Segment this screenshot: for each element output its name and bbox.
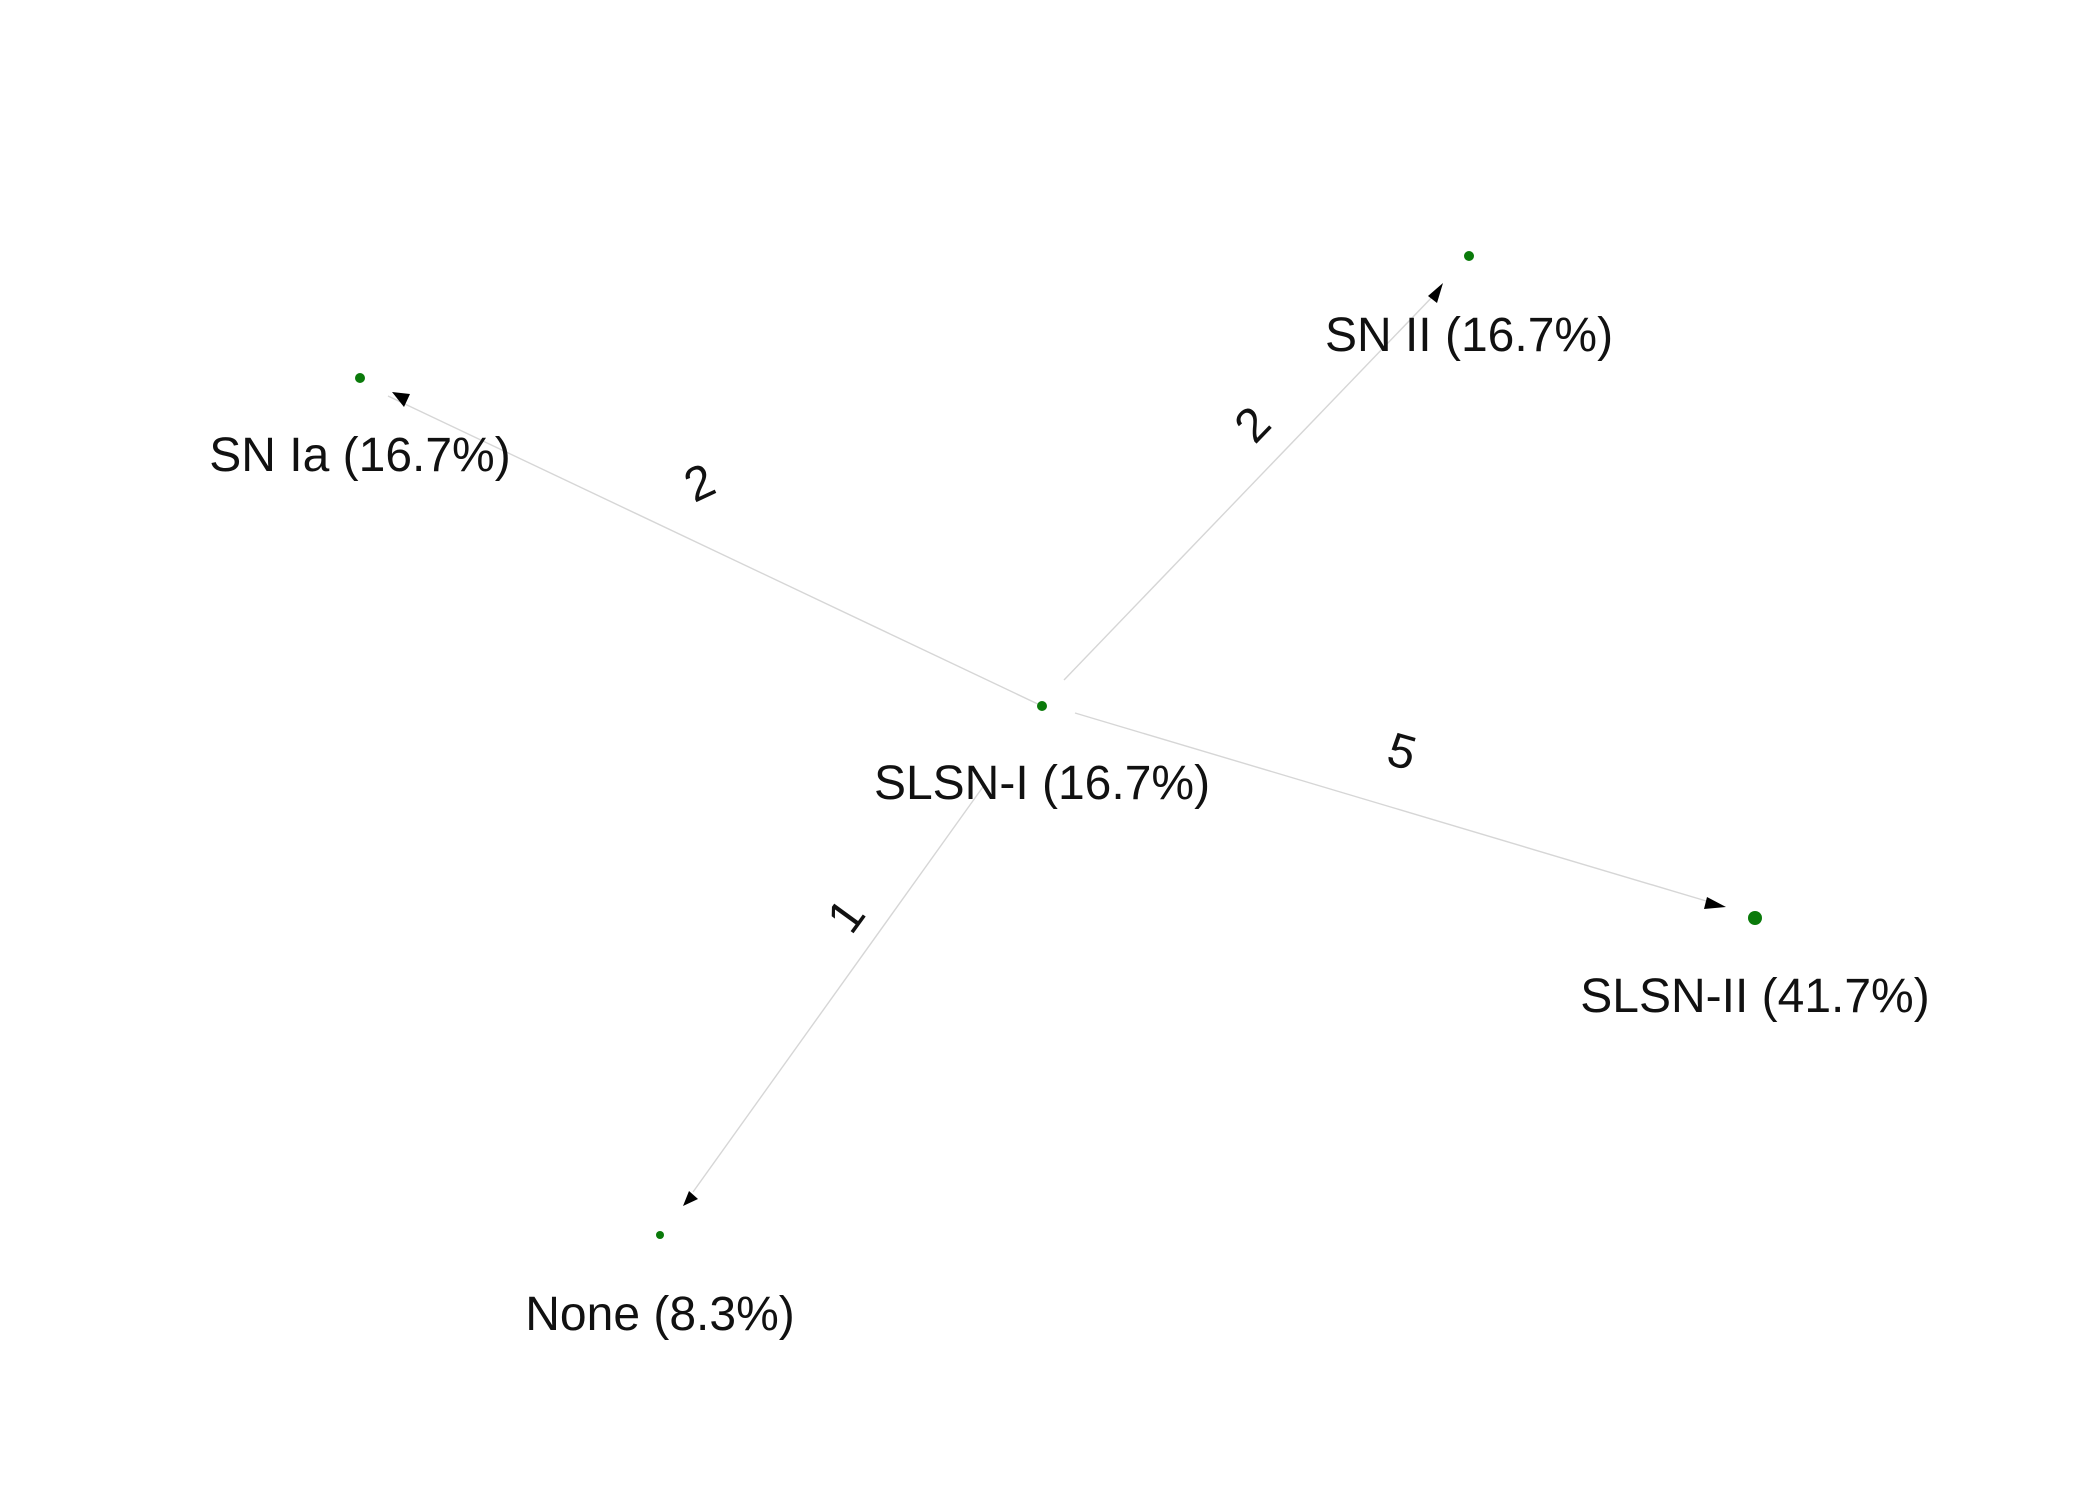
node-dot xyxy=(355,373,365,383)
node-dot xyxy=(1464,251,1474,261)
node-slsn-ii: SLSN-II (41.7%) xyxy=(1580,911,1930,1023)
node-label: SN Ia (16.7%) xyxy=(209,429,510,482)
node-slsn-i: SLSN-I (16.7%) xyxy=(874,701,1210,810)
arrow-head xyxy=(1704,897,1726,909)
arrow-head xyxy=(1428,283,1443,303)
edge-weight-label: 2 xyxy=(1225,397,1282,453)
edges: 2 2 5 1 xyxy=(387,283,1726,1206)
node-dot xyxy=(1037,701,1047,711)
node-dot xyxy=(1748,911,1762,925)
node-none: None (8.3%) xyxy=(525,1231,795,1341)
node-label: SLSN-II (41.7%) xyxy=(1580,970,1929,1023)
arrow-head xyxy=(392,392,410,407)
edge-slsn-i-to-slsn-ii: 5 xyxy=(1074,712,1726,909)
edge-line xyxy=(387,395,1043,707)
node-label: SN II (16.7%) xyxy=(1325,309,1613,362)
edge-line xyxy=(1063,292,1437,681)
arrow-head xyxy=(683,1191,698,1206)
nodes: SLSN-I (16.7%) SN Ia (16.7%) SN II (16.7… xyxy=(209,251,1930,1341)
edge-slsn-i-to-none: 1 xyxy=(683,783,986,1206)
node-sn-ii: SN II (16.7%) xyxy=(1325,251,1613,362)
edge-weight-label: 5 xyxy=(1382,723,1422,781)
edge-weight-label: 2 xyxy=(677,454,724,513)
node-dot xyxy=(656,1231,664,1239)
node-label: SLSN-I (16.7%) xyxy=(874,757,1210,810)
node-sn-ia: SN Ia (16.7%) xyxy=(209,373,511,482)
edge-line xyxy=(692,783,986,1193)
edge-weight-label: 1 xyxy=(817,890,876,943)
node-label: None (8.3%) xyxy=(525,1288,794,1341)
edge-line xyxy=(1074,712,1714,904)
